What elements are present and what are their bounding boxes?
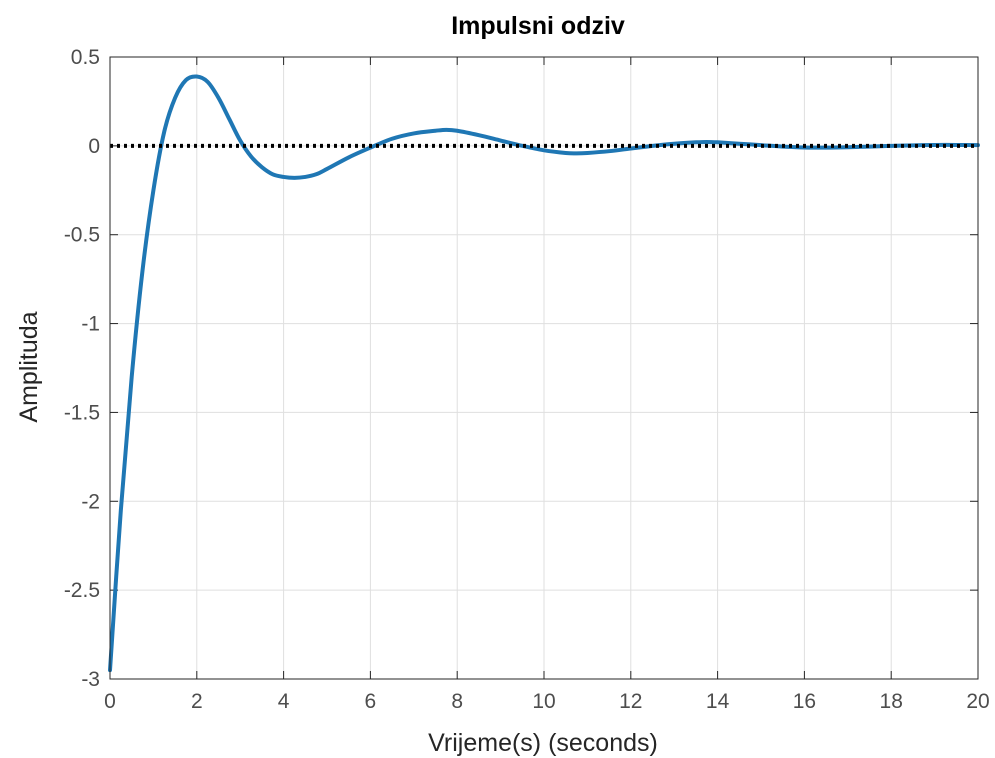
x-tick-label: 0 [104, 690, 116, 713]
y-tick-labels: 0.5 0 -0.5 -1 -1.5 -2 -2.5 -3 [64, 46, 100, 691]
y-tick-label: 0.5 [71, 46, 100, 69]
x-tick-label: 4 [278, 690, 290, 713]
x-axis-label: Vrijeme(s) (seconds) [428, 729, 658, 757]
y-tick-label: -1 [81, 313, 100, 336]
plot-frame [109, 56, 979, 680]
y-tick-label: -2.5 [64, 579, 100, 602]
x-tick-labels: 0 2 4 6 8 10 12 14 16 18 20 [104, 690, 990, 713]
chart-title: Impulsni odziv [451, 12, 625, 40]
x-tick-label: 14 [706, 690, 730, 713]
x-tick-label: 18 [880, 690, 903, 713]
x-tick-label: 10 [532, 690, 555, 713]
y-tick-label: -1.5 [64, 401, 100, 424]
y-tick-label: -0.5 [64, 224, 100, 247]
x-tick-label: 8 [451, 690, 463, 713]
y-tick-label: 0 [88, 135, 100, 158]
x-tick-label: 2 [191, 690, 203, 713]
x-tick-label: 12 [619, 690, 642, 713]
series-layer [108, 74, 980, 673]
y-tick-label: -2 [81, 490, 100, 513]
y-axis-label: Amplituda [15, 311, 43, 422]
y-tick-label: -3 [81, 668, 100, 691]
x-tick-label: 6 [365, 690, 377, 713]
x-tick-label: 20 [966, 690, 989, 713]
x-tick-label: 16 [793, 690, 816, 713]
